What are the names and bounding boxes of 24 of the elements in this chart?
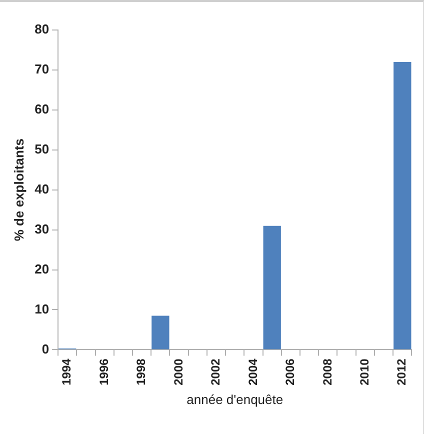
y-tick-label: 0	[42, 341, 50, 356]
x-tick-label: 2008	[320, 358, 334, 386]
x-tick-label: 2000	[171, 358, 186, 386]
x-tick-label: 2012	[394, 358, 409, 386]
y-tick-label: 80	[34, 22, 50, 37]
x-tick-label: 1994	[60, 358, 74, 386]
x-tick-label: 2006	[283, 358, 298, 386]
bar	[263, 226, 281, 350]
x-tick-label: 2002	[208, 358, 223, 386]
y-tick-label: 70	[34, 62, 50, 77]
x-tick-label: 1996	[96, 358, 111, 386]
y-tick-label: 20	[34, 261, 50, 276]
y-tick-label: 60	[34, 102, 50, 117]
y-tick-label: 10	[34, 301, 50, 316]
y-tick-label: 30	[34, 221, 50, 236]
bar	[152, 316, 170, 350]
x-axis-title: année d'enquête	[186, 392, 284, 407]
x-tick-label: 2004	[246, 358, 260, 386]
y-tick-label: 50	[34, 141, 50, 156]
y-axis-title: % de exploitants	[11, 138, 26, 242]
y-tick-label: 40	[34, 181, 50, 196]
x-tick-label: 1998	[134, 358, 148, 386]
x-tick-label: 2010	[357, 358, 372, 386]
bar	[394, 62, 412, 350]
